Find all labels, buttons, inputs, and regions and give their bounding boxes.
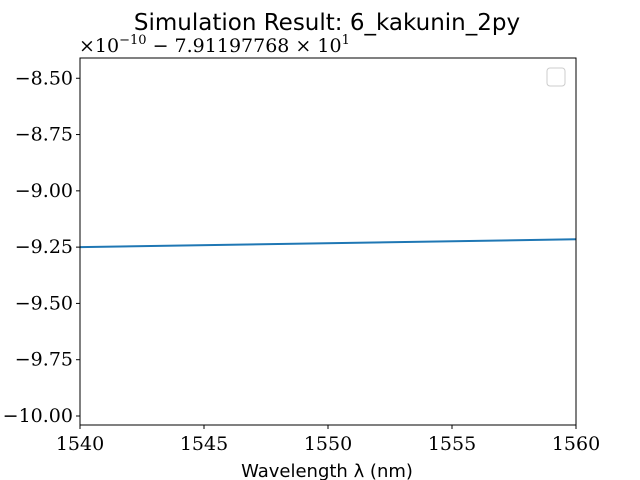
offset-power: 1 (342, 33, 350, 48)
y-tick-label: −9.75 (15, 349, 73, 371)
y-tick-label: −8.75 (15, 124, 73, 146)
x-axis-label: Wavelength λ (nm) (241, 461, 413, 480)
y-tick-label: −9.25 (15, 236, 73, 258)
y-tick-label: −8.50 (15, 67, 73, 89)
plot-area: 1540 1545 1550 1555 1560 −8.50 −8.75 −9.00 −9.25… (3, 57, 600, 455)
legend-box (546, 67, 566, 87)
offset-exponent: −10 (119, 33, 146, 48)
series-line-0 (79, 238, 577, 249)
x-tick-label: 1540 (56, 433, 104, 455)
x-tick-label: 1560 (552, 433, 600, 455)
chart-title: Simulation Result: 6_kakunin_2py (134, 10, 520, 36)
y-tick-label: −9.50 (15, 292, 73, 314)
plot-frame (79, 57, 577, 426)
offset-text: ×10−10 − 7.91197768 × 101 (79, 33, 350, 57)
offset-prefix: ×10 (79, 35, 119, 57)
y-tick-label: −9.00 (15, 180, 73, 202)
offset-middle: − 7.91197768 × 10 (147, 35, 342, 57)
x-tick-label: 1555 (428, 433, 476, 455)
x-tick-label: 1545 (180, 433, 228, 455)
x-tick-label: 1550 (304, 433, 352, 455)
y-tick-label: −10.00 (3, 405, 73, 427)
